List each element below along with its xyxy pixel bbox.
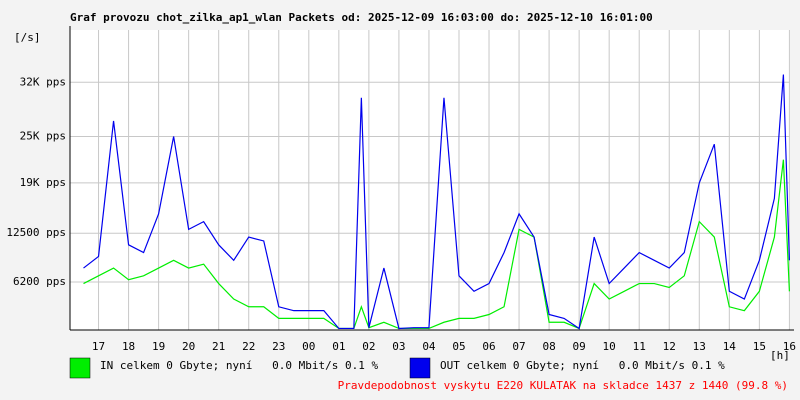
x-tick-label: 13 [693, 340, 706, 353]
x-tick-label: 20 [182, 340, 195, 353]
x-tick-label: 18 [122, 340, 135, 353]
x-tick-label: 08 [542, 340, 555, 353]
y-unit: [/s] [14, 31, 41, 44]
x-tick-label: 02 [362, 340, 375, 353]
x-tick-label: 19 [152, 340, 165, 353]
x-tick-label: 04 [422, 340, 436, 353]
x-tick-label: 12 [663, 340, 676, 353]
y-tick-label: 12500 pps [6, 226, 66, 239]
legend-label: OUT celkem 0 Gbyte; nyní 0.0 Mbit/s 0.1 … [440, 359, 725, 372]
x-tick-label: 03 [392, 340, 405, 353]
x-tick-label: 16 [783, 340, 796, 353]
footer: Pravdepodobnost vyskytu E220 KULATAK na … [338, 379, 788, 392]
y-tick-label: 32K pps [20, 75, 66, 88]
x-tick-label: 23 [272, 340, 285, 353]
legend-label: IN celkem 0 Gbyte; nyní 0.0 Mbit/s 0.1 % [100, 359, 379, 372]
x-tick-label: 07 [512, 340, 525, 353]
y-tick-label: 25K pps [20, 129, 66, 142]
x-tick-label: 22 [242, 340, 255, 353]
x-tick-label: 11 [633, 340, 646, 353]
x-tick-label: 05 [452, 340, 465, 353]
x-tick-label: 00 [302, 340, 315, 353]
chart-title: Graf provozu chot_zilka_ap1_wlan Packets… [70, 11, 653, 24]
series-line [83, 74, 790, 330]
x-tick-label: 01 [332, 340, 345, 353]
x-tick-label: 10 [603, 340, 616, 353]
x-tick-label: 21 [212, 340, 225, 353]
x-tick-label: 06 [482, 340, 495, 353]
x-tick-label: 15 [753, 340, 766, 353]
legend-swatch [409, 357, 431, 379]
x-tick-label: 17 [92, 340, 105, 353]
x-tick-label: 09 [573, 340, 586, 353]
plot-area [70, 30, 790, 330]
series-line [83, 159, 790, 330]
y-tick-label: 19K pps [20, 176, 66, 189]
y-tick-label: 6200 pps [13, 275, 66, 288]
x-unit: [h] [770, 349, 790, 362]
x-tick-label: 14 [723, 340, 737, 353]
legend-swatch [69, 357, 91, 379]
